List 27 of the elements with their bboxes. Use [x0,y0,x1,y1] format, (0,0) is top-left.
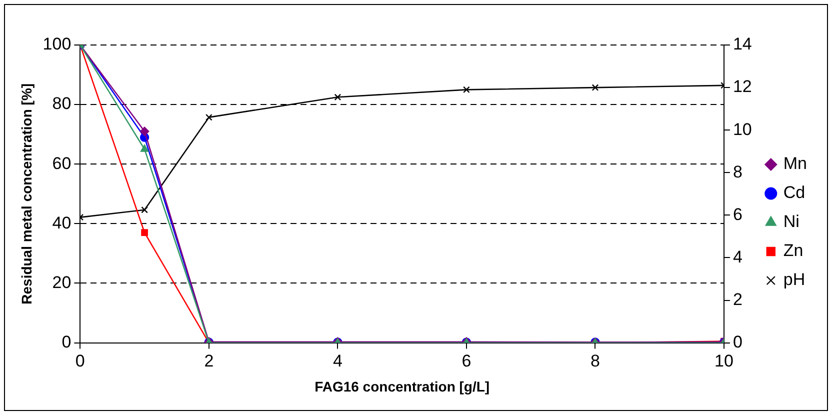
legend-label: Zn [783,241,804,260]
x-tick-label: 4 [332,352,342,371]
x-tick-label: 8 [590,352,600,371]
y2-tick-label: 10 [732,120,752,139]
x-tick-label: 10 [714,352,734,371]
legend-label: Mn [783,154,808,174]
y-axis-title: Residual metal concentration [%] [18,83,34,304]
x-tick-label: 6 [462,352,472,371]
y-tick-label: 0 [62,332,72,352]
y2-tick-label: 12 [732,77,752,96]
y-tick-label: 80 [52,94,72,114]
x-tick-label: 2 [204,352,214,371]
legend-label: Ni [783,212,800,232]
y2-tick-label: 2 [732,290,742,309]
legend-label: Cd [783,183,806,202]
y-tick-label: 100 [42,34,72,54]
legend-label: pH [783,270,806,290]
x-tick-label: 0 [75,352,85,371]
x-axis-title: FAG16 concentration [g/L] [314,378,490,394]
y2-tick-label: 14 [732,34,752,54]
y-tick-label: 60 [52,154,72,173]
y-tick-label: 20 [52,272,72,292]
y2-tick-label: 4 [732,247,742,266]
y2-tick-label: 0 [732,332,742,352]
y-tick-label: 40 [52,213,72,232]
y2-tick-label: 8 [732,162,742,182]
y2-tick-label: 6 [732,204,742,224]
